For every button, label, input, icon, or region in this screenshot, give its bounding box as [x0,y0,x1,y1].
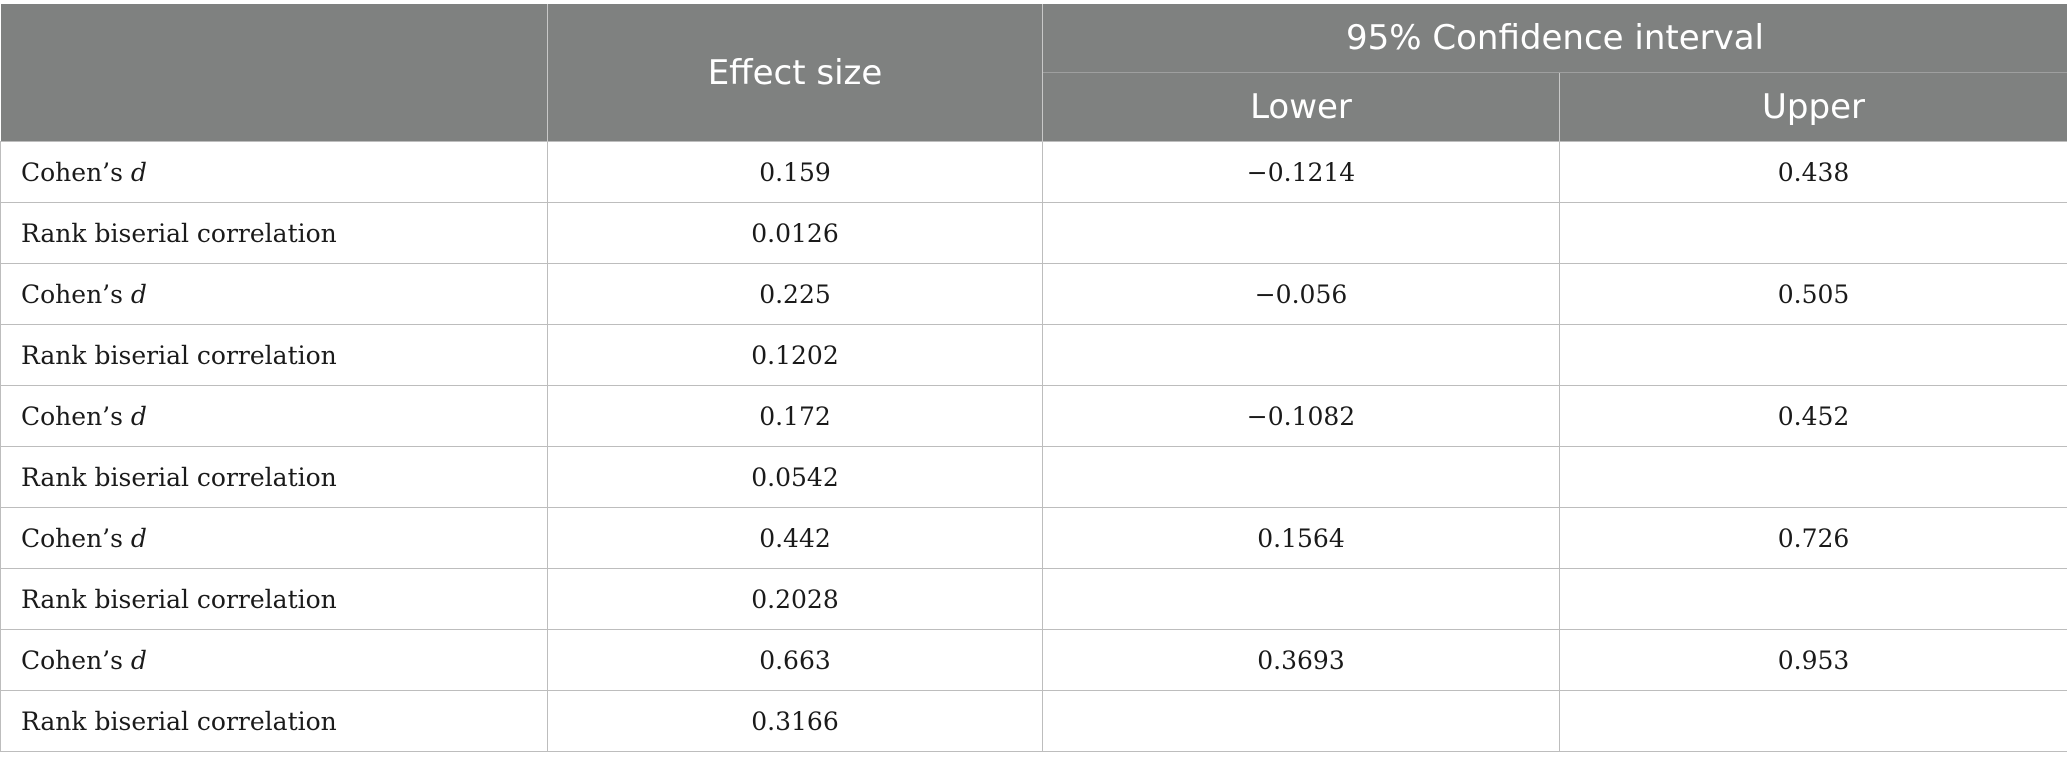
effect-size-value: 0.225 [547,263,1043,325]
header-confidence-interval: 95% Confidence interval [1041,4,2067,73]
table-row: Cohen’s d 0.663 0.3693 0.953 [0,629,2067,691]
table-row: Cohen’s d 0.159 −0.1214 0.438 [0,141,2067,203]
table-row: Cohen’s d 0.172 −0.1082 0.452 [0,385,2067,447]
row-label-text: Cohen’s [21,523,131,553]
ci-upper-value [1558,324,2067,386]
header-blank-cell [0,4,548,142]
table-body: Cohen’s d 0.159 −0.1214 0.438 Rank biserial … [0,141,2067,752]
header-effect-size: Effect size [547,4,1043,142]
row-label: Rank biserial correlation [0,324,548,386]
effect-size-value: 0.3166 [547,690,1043,752]
table-header: Effect size 95% Confidence interval Lowe… [0,4,2067,142]
ci-upper-value: 0.953 [1558,629,2067,691]
ci-upper-value [1558,690,2067,752]
ci-upper-value: 0.452 [1558,385,2067,447]
row-label-text: Cohen’s [21,279,131,309]
row-label: Rank biserial correlation [0,568,548,630]
table-row: Rank biserial correlation 0.2028 [0,568,2067,630]
ci-lower-value [1042,568,1560,630]
row-label: Cohen’s d [0,629,548,691]
row-label: Cohen’s d [0,141,548,203]
row-label-text: Rank biserial correlation [21,340,337,370]
table-row: Cohen’s d 0.225 −0.056 0.505 [0,263,2067,325]
row-label-variable: d [130,157,147,187]
row-label: Rank biserial correlation [0,202,548,264]
row-label-text: Cohen’s [21,401,131,431]
ci-lower-value [1042,690,1560,752]
header-row-bottom: Lower Upper [1,72,2067,142]
ci-lower-value: −0.1082 [1042,385,1560,447]
table-row: Rank biserial correlation 0.1202 [0,324,2067,386]
ci-upper-value: 0.438 [1558,141,2067,203]
ci-lower-value: −0.056 [1042,263,1560,325]
row-label-text: Rank biserial correlation [21,462,337,492]
row-label-text: Rank biserial correlation [21,584,337,614]
ci-upper-value [1558,568,2067,630]
effect-size-table: Effect size 95% Confidence interval Lowe… [0,4,2067,752]
row-label: Cohen’s d [0,385,548,447]
header-upper: Upper [1558,72,2067,142]
row-label-text: Cohen’s [21,645,131,675]
effect-size-value: 0.172 [547,385,1043,447]
effect-size-value: 0.442 [547,507,1043,569]
row-label-variable: d [130,523,147,553]
ci-lower-value: 0.1564 [1042,507,1560,569]
row-label-text: Cohen’s [21,157,131,187]
ci-lower-value [1042,202,1560,264]
row-label: Rank biserial correlation [0,690,548,752]
ci-lower-value: 0.3693 [1042,629,1560,691]
ci-lower-value [1042,324,1560,386]
table-row: Cohen’s d 0.442 0.1564 0.726 [0,507,2067,569]
effect-size-value: 0.0542 [547,446,1043,508]
row-label-text: Rank biserial correlation [21,218,337,248]
table-row: Rank biserial correlation 0.3166 [0,690,2067,752]
row-label: Cohen’s d [0,263,548,325]
ci-lower-value: −0.1214 [1042,141,1560,203]
ci-upper-value: 0.505 [1558,263,2067,325]
row-label-text: Rank biserial correlation [21,706,337,736]
effect-size-value: 0.1202 [547,324,1043,386]
effect-size-value: 0.159 [547,141,1043,203]
ci-lower-value [1042,446,1560,508]
table-row: Rank biserial correlation 0.0126 [0,202,2067,264]
row-label-variable: d [130,645,147,675]
row-label-variable: d [130,401,147,431]
ci-upper-value [1558,446,2067,508]
effect-size-value: 0.0126 [547,202,1043,264]
header-lower: Lower [1042,72,1560,142]
effect-size-value: 0.663 [547,629,1043,691]
effect-size-value: 0.2028 [547,568,1043,630]
ci-upper-value: 0.726 [1558,507,2067,569]
header-row-top: Effect size 95% Confidence interval [0,4,2067,142]
row-label: Rank biserial correlation [0,446,548,508]
table-row: Rank biserial correlation 0.0542 [0,446,2067,508]
row-label: Cohen’s d [0,507,548,569]
ci-upper-value [1558,202,2067,264]
row-label-variable: d [130,279,147,309]
